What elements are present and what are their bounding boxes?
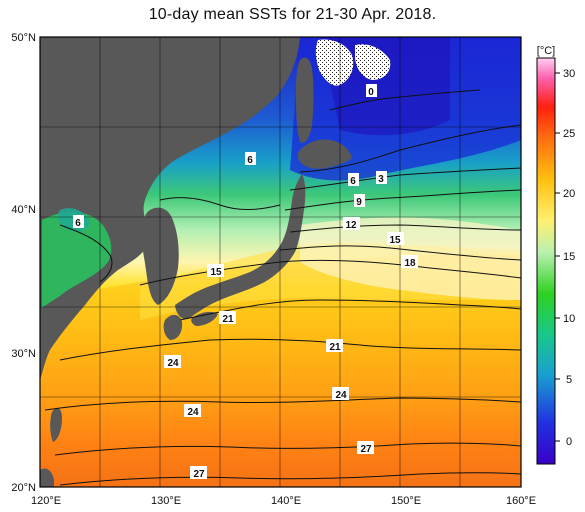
svg-text:6: 6 [350,176,356,187]
yellow-sea-shape [42,212,112,308]
graticule [40,37,521,487]
colorbar-tick: 25 [563,128,575,140]
colorbar-tick: 30 [563,68,575,80]
lat-label: 40°N [11,204,36,216]
isotherm-lines [44,89,521,486]
contour-label: 12 [343,217,360,231]
colorbar-tick: 15 [563,251,575,263]
map-title: 10-day mean SSTs for 21-30 Apr. 2018. [148,6,437,23]
okhotsk-sea-ice-2 [355,44,391,80]
lon-label: 130°E [151,495,181,507]
contour-labels: 0 6 6 3 6 9 12 15 18 15 21 21 24 24 24 2… [73,84,418,480]
contour-label: 9 [354,194,365,208]
svg-text:9: 9 [356,197,362,208]
colorbar-unit: [°C] [537,45,555,57]
svg-text:15: 15 [389,235,401,246]
lat-label: 50°N [11,32,36,44]
contour-label: 6 [348,173,359,187]
svg-text:6: 6 [247,155,253,166]
japan-shikoku [191,311,218,326]
map-frame [39,36,522,488]
lon-label: 120°E [31,495,61,507]
svg-text:12: 12 [345,220,357,231]
okhotsk-sea-ice [315,39,354,86]
luzon-island [40,468,54,487]
colorbar-tick: 0 [566,436,572,448]
contour-label: 15 [207,264,224,278]
contour-label: 0 [366,84,377,98]
japan-hokkaido [297,139,352,169]
svg-text:27: 27 [360,444,372,455]
contour-label: 6 [73,215,84,229]
svg-text:24: 24 [187,407,199,418]
contour-label: 18 [401,255,418,269]
svg-text:21: 21 [329,342,341,353]
svg-text:24: 24 [167,358,179,369]
lat-label: 20°N [11,482,36,494]
contour-label: 24 [184,404,201,418]
svg-text:3: 3 [378,174,384,185]
svg-text:27: 27 [193,469,205,480]
colorbar-tick: 5 [566,374,572,386]
svg-text:24: 24 [335,390,347,401]
contour-label: 3 [376,171,387,185]
lon-label: 160°E [506,495,536,507]
japan-kyushu [163,314,183,340]
svg-text:6: 6 [75,218,81,229]
japan-honshu [175,174,306,320]
contour-label: 15 [387,232,404,246]
contour-label: 24 [164,355,181,369]
colorbar: [°C] 30 25 20 15 10 5 0 [536,45,575,465]
sakhalin-island [296,57,314,143]
contour-label: 27 [190,466,207,480]
lon-axis: 120°E 130°E 140°E 150°E 160°E [31,495,536,507]
svg-text:0: 0 [368,87,374,98]
lon-label: 150°E [391,495,421,507]
contour-label: 27 [357,441,374,455]
svg-text:18: 18 [404,258,416,269]
colorbar-tick: 20 [563,188,575,200]
contour-label: 24 [332,387,349,401]
contour-label: 21 [326,339,343,353]
lon-label: 140°E [271,495,301,507]
lat-axis: 50°N 40°N 30°N 20°N [11,32,36,494]
contour-label: 21 [219,311,236,325]
lat-label: 30°N [11,348,36,360]
colorbar-gradient [536,57,556,465]
taiwan-island [50,408,62,442]
svg-text:15: 15 [210,267,222,278]
colorbar-tick: 10 [563,313,575,325]
asia-mainland [40,37,300,380]
contour-label: 6 [245,152,256,166]
svg-text:21: 21 [222,314,234,325]
